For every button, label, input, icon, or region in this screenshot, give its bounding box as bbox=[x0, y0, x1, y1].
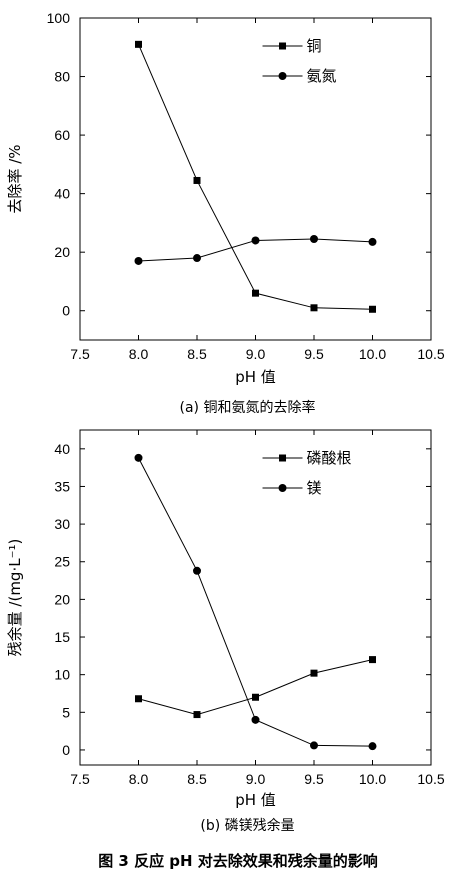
x-tick-label: 10.0 bbox=[359, 346, 386, 362]
data-point-circle bbox=[368, 742, 377, 751]
series-line-0 bbox=[138, 44, 373, 310]
y-tick-label: 30 bbox=[54, 516, 70, 532]
y-tick-label: 20 bbox=[54, 591, 70, 607]
legend-square-marker bbox=[279, 454, 287, 462]
y-tick-label: 15 bbox=[54, 629, 70, 645]
legend-label: 铜 bbox=[307, 37, 322, 55]
panel-caption: (a) 铜和氨氮的去除率 bbox=[180, 399, 316, 416]
x-axis-label: pH 值 bbox=[235, 368, 276, 386]
data-point-square bbox=[193, 711, 201, 719]
x-tick-label: 7.5 bbox=[70, 346, 90, 362]
x-tick-label: 8.0 bbox=[129, 771, 149, 787]
data-point-circle bbox=[251, 236, 260, 245]
y-tick-label: 60 bbox=[54, 127, 70, 143]
data-point-square bbox=[369, 305, 376, 313]
plot-frame-1 bbox=[79, 429, 432, 766]
data-point-circle bbox=[310, 235, 318, 244]
panel-caption: (b) 磷镁残余量 bbox=[200, 817, 294, 834]
data-point-square bbox=[252, 693, 259, 701]
x-axis-label: pH 值 bbox=[235, 791, 276, 809]
legend-label: 镁 bbox=[307, 479, 322, 497]
x-tick-label: 9.5 bbox=[304, 346, 324, 362]
x-tick-label: 10.0 bbox=[359, 771, 386, 787]
y-tick-label: 80 bbox=[54, 69, 70, 85]
y-tick-label: 0 bbox=[62, 303, 70, 319]
x-tick-label: 9.5 bbox=[304, 771, 324, 787]
legend-circle-marker bbox=[278, 484, 287, 492]
data-point-square bbox=[310, 304, 318, 312]
data-point-square bbox=[193, 176, 201, 184]
y-axis-label: 去除率 /% bbox=[6, 144, 24, 213]
x-tick-label: 10.5 bbox=[417, 771, 444, 787]
data-point-square bbox=[135, 695, 142, 703]
y-tick-label: 5 bbox=[62, 704, 70, 720]
data-point-circle bbox=[193, 566, 201, 575]
x-tick-label: 9.0 bbox=[246, 771, 266, 787]
y-tick-label: 10 bbox=[54, 667, 70, 683]
y-tick-label: 20 bbox=[54, 244, 70, 260]
legend-circle-marker bbox=[278, 72, 287, 80]
x-tick-label: 9.0 bbox=[246, 346, 266, 362]
y-tick-label: 40 bbox=[54, 186, 70, 202]
x-tick-label: 8.0 bbox=[129, 346, 149, 362]
x-tick-label: 8.5 bbox=[187, 771, 207, 787]
legend-square-marker bbox=[279, 42, 287, 50]
y-tick-label: 35 bbox=[54, 478, 70, 494]
data-point-circle bbox=[368, 237, 377, 246]
y-tick-label: 0 bbox=[62, 742, 70, 758]
x-tick-label: 10.5 bbox=[417, 346, 444, 362]
data-point-square bbox=[135, 40, 142, 48]
y-axis-label: 残余量 /(mg·L⁻¹) bbox=[6, 539, 24, 657]
data-point-square bbox=[369, 656, 376, 664]
y-tick-label: 25 bbox=[54, 554, 70, 570]
data-point-circle bbox=[134, 453, 143, 462]
x-tick-label: 8.5 bbox=[187, 346, 207, 362]
series-line-0 bbox=[138, 659, 373, 716]
data-point-circle bbox=[193, 254, 201, 263]
x-tick-label: 7.5 bbox=[70, 771, 90, 787]
series-line-1 bbox=[138, 457, 373, 747]
y-tick-label: 40 bbox=[54, 441, 70, 457]
data-point-circle bbox=[251, 715, 260, 724]
data-point-square bbox=[310, 669, 318, 677]
legend-label: 氨氮 bbox=[307, 67, 337, 85]
data-point-circle bbox=[310, 741, 318, 750]
figure-title: 图 3 反应 pH 对去除效果和残余量的影响 bbox=[98, 852, 378, 870]
data-point-circle bbox=[134, 256, 143, 265]
y-tick-label: 100 bbox=[47, 10, 71, 26]
data-point-square bbox=[252, 289, 259, 297]
legend-label: 磷酸根 bbox=[307, 449, 352, 467]
